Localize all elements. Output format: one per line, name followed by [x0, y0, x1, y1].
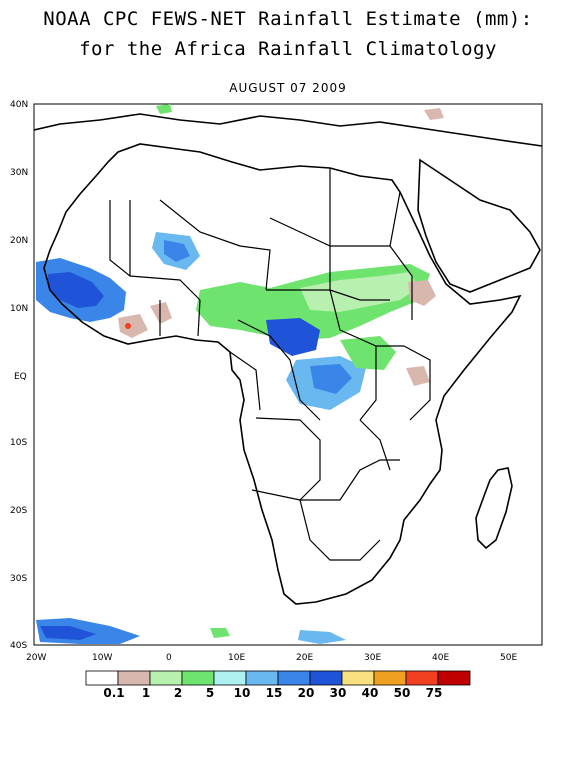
legend-swatch: [85, 670, 119, 686]
lon-label: 50E: [500, 653, 517, 663]
legend-swatch: [277, 670, 311, 686]
lon-label: 20W: [26, 653, 46, 663]
legend-swatch: [405, 670, 439, 686]
legend-label: 15: [266, 686, 283, 700]
lon-label: 0: [166, 653, 172, 663]
legend-swatch: [309, 670, 343, 686]
latitude-labels: 40N 30N 20N 10N EQ 10S 20S 30S 40S: [10, 100, 28, 651]
legend-label: 10: [234, 686, 251, 700]
lon-label: 10E: [228, 653, 245, 663]
legend-label: 40: [362, 686, 379, 700]
lon-label: 40E: [432, 653, 449, 663]
lon-label: 30E: [364, 653, 381, 663]
map-title-line2: for the Africa Rainfall Climatology: [79, 38, 497, 60]
legend-label: 0.1: [103, 686, 124, 700]
lat-label: EQ: [14, 372, 27, 382]
map-frame: [33, 103, 543, 646]
legend-labels: 0.1 1 2 5 10 15 20 30 40 50 75: [103, 686, 442, 700]
arabian-peninsula: [417, 158, 541, 293]
legend-colorbar: [85, 670, 471, 686]
legend-label: 75: [426, 686, 443, 700]
lat-label: 40N: [10, 100, 28, 110]
lat-label: 40S: [10, 641, 27, 651]
legend-swatch: [117, 670, 151, 686]
lat-label: 30N: [10, 168, 28, 178]
legend-label: 2: [174, 686, 182, 700]
legend-label: 5: [206, 686, 214, 700]
europe-coast: [33, 113, 543, 147]
map-title-line1: NOAA CPC FEWS-NET Rainfall Estimate (mm)…: [43, 8, 533, 30]
legend-swatch: [181, 670, 215, 686]
legend-label: 1: [142, 686, 150, 700]
legend-swatch: [149, 670, 183, 686]
country-borders: [109, 168, 431, 561]
lat-label: 30S: [10, 574, 27, 584]
legend-swatch: [437, 670, 471, 686]
legend-swatch: [213, 670, 247, 686]
lon-label: 10W: [92, 653, 112, 663]
lon-label: 20E: [296, 653, 313, 663]
longitude-labels: 20W 10W 0 10E 20E 30E 40E 50E: [26, 653, 517, 663]
map-date: AUGUST 07 2009: [229, 81, 347, 95]
lat-label: 10N: [10, 304, 28, 314]
legend-label: 30: [330, 686, 347, 700]
lat-label: 20N: [10, 236, 28, 246]
madagascar: [475, 467, 513, 550]
lat-label: 10S: [10, 438, 27, 448]
rainfall-patches: [36, 104, 444, 644]
legend-swatch: [341, 670, 375, 686]
legend-label: 20: [298, 686, 315, 700]
legend-label: 50: [394, 686, 411, 700]
lat-label: 20S: [10, 506, 27, 516]
legend-swatch: [245, 670, 279, 686]
legend-swatch: [373, 670, 407, 686]
